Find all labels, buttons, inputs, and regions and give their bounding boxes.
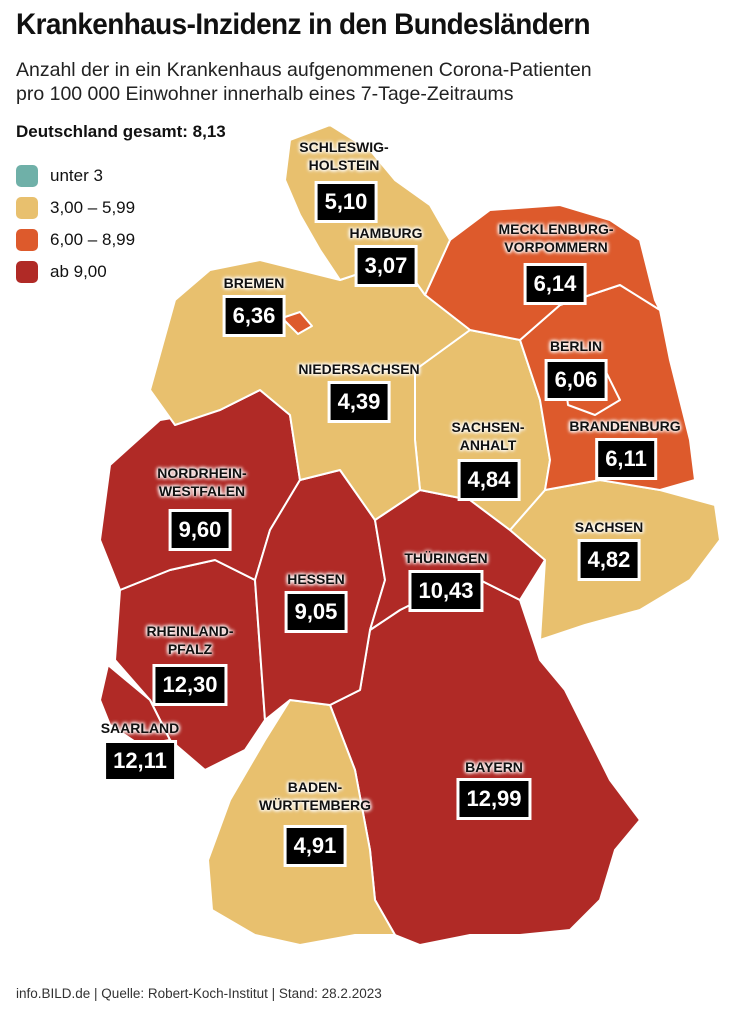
value-saarland: 12,11 bbox=[106, 743, 174, 779]
state-baden-wuerttemberg[interactable] bbox=[207, 699, 396, 946]
legend: unter 3 3,00 – 5,99 6,00 – 8,99 ab 9,00 bbox=[16, 160, 135, 288]
label-niedersachsen: NIEDERSACHSEN bbox=[298, 361, 420, 377]
value-berlin: 6,06 bbox=[547, 362, 605, 398]
label-hamburg: HAMBURG bbox=[349, 225, 423, 241]
value-thueringen: 10,43 bbox=[411, 573, 481, 609]
label-saarland: SAARLAND bbox=[100, 720, 180, 736]
legend-label-low: unter 3 bbox=[50, 166, 103, 185]
page-title: Krankenhaus-Inzidenz in den Bundesländer… bbox=[16, 8, 591, 41]
label-sachsen: SACHSEN bbox=[574, 519, 644, 535]
value-bremen: 6,36 bbox=[225, 298, 283, 334]
label-schleswig-holstein: SCHLESWIG- HOLSTEIN bbox=[299, 139, 389, 173]
legend-item-mid: 3,00 – 5,99 bbox=[16, 192, 135, 224]
label-nordrhein-westfalen: NORDRHEIN- WESTFALEN bbox=[157, 465, 247, 499]
legend-item-top: ab 9,00 bbox=[16, 256, 135, 288]
footer-source: info.BILD.de | Quelle: Robert-Koch-Insti… bbox=[16, 986, 382, 1001]
value-sachsen-anhalt: 4,84 bbox=[460, 462, 518, 498]
value-rheinland-pfalz: 12,30 bbox=[155, 667, 225, 703]
legend-item-high: 6,00 – 8,99 bbox=[16, 224, 135, 256]
legend-label-high: 6,00 – 8,99 bbox=[50, 230, 136, 249]
legend-swatch-high bbox=[16, 229, 38, 251]
value-hessen: 9,05 bbox=[287, 594, 345, 630]
legend-swatch-low bbox=[16, 165, 38, 187]
label-baden-wuerttemberg: BADEN- WÜRTTEMBERG bbox=[259, 779, 371, 813]
legend-label-mid: 3,00 – 5,99 bbox=[50, 198, 136, 217]
value-niedersachsen: 4,39 bbox=[330, 384, 388, 420]
label-bayern: BAYERN bbox=[465, 759, 523, 775]
label-thueringen: THÜRINGEN bbox=[404, 550, 488, 566]
label-bremen: BREMEN bbox=[223, 275, 285, 291]
value-nordrhein-westfalen: 9,60 bbox=[171, 512, 229, 548]
value-baden-wuerttemberg: 4,91 bbox=[286, 828, 344, 864]
label-sachsen-anhalt: SACHSEN- ANHALT bbox=[451, 419, 525, 453]
label-brandenburg: BRANDENBURG bbox=[569, 418, 681, 434]
value-hamburg: 3,07 bbox=[357, 248, 415, 284]
legend-label-top: ab 9,00 bbox=[50, 262, 107, 281]
germany-total: Deutschland gesamt: 8,13 bbox=[16, 122, 226, 141]
value-brandenburg: 6,11 bbox=[598, 441, 654, 477]
legend-swatch-mid bbox=[16, 197, 38, 219]
label-rheinland-pfalz: RHEINLAND- PFALZ bbox=[146, 623, 234, 657]
legend-swatch-top bbox=[16, 261, 38, 283]
label-berlin: BERLIN bbox=[549, 338, 603, 354]
subtitle-line-1: Anzahl der in ein Krankenhaus aufgenomme… bbox=[16, 59, 592, 81]
value-sachsen: 4,82 bbox=[580, 542, 638, 578]
label-hessen: HESSEN bbox=[287, 571, 345, 587]
value-mecklenburg-vorpommern: 6,14 bbox=[526, 266, 584, 302]
legend-item-low: unter 3 bbox=[16, 160, 135, 192]
label-mecklenburg-vorpommern: MECKLENBURG- VORPOMMERN bbox=[498, 221, 614, 255]
subtitle: Anzahl der in ein Krankenhaus aufgenomme… bbox=[16, 58, 592, 106]
subtitle-line-2: pro 100 000 Einwohner innerhalb eines 7-… bbox=[16, 83, 514, 105]
value-bayern: 12,99 bbox=[459, 781, 529, 817]
state-bremen[interactable] bbox=[281, 311, 313, 335]
value-schleswig-holstein: 5,10 bbox=[317, 184, 375, 220]
